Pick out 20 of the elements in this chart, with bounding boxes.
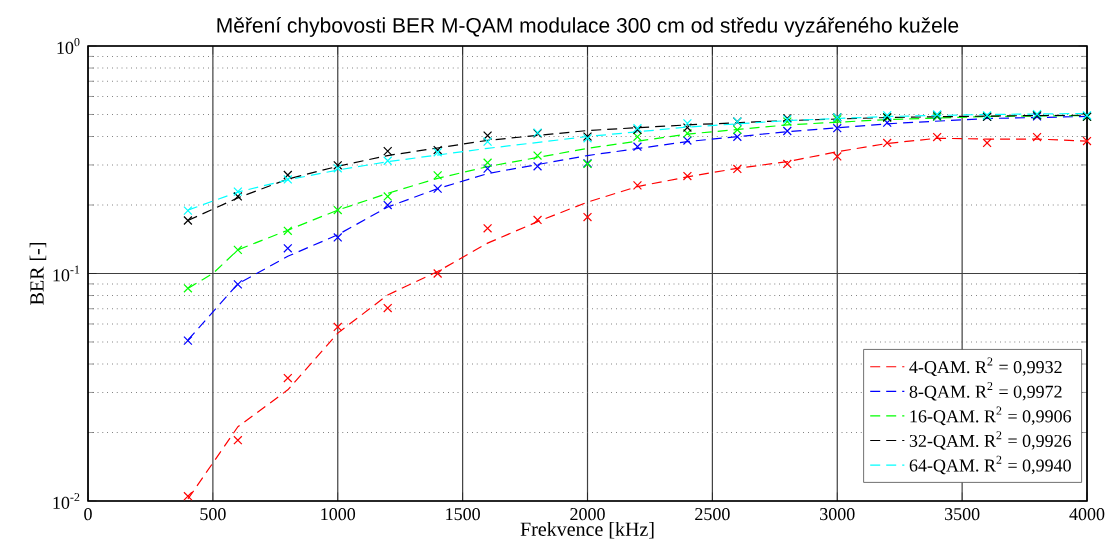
x-tick-label: 4000	[1069, 508, 1105, 521]
x-axis-title: Frekvence [kHz]	[520, 521, 654, 539]
x-tick-label: 3000	[820, 508, 855, 521]
legend-label: 64-QAM. R$^{2}$ = 0,9940	[909, 455, 1071, 475]
y-tick-label: 10$^{-2}$	[53, 493, 80, 509]
legend-label: 32-QAM. R$^{2}$ = 0,9926	[909, 431, 1072, 450]
x-tick-label: 0	[84, 508, 92, 521]
x-tick-label: 500	[200, 508, 226, 521]
x-tick-label: 2000	[570, 508, 605, 521]
legend-label: 4-QAM. R$^{2}$ = 0,9932	[909, 357, 1062, 376]
x-tick-label: 1000	[321, 508, 356, 521]
chart-title: Měření chybovosti BER M-QAM modulace 300 cm od středu vyzářeného kužele	[217, 17, 959, 37]
x-tick-label: 1500	[446, 508, 480, 521]
legend-label: 8-QAM. R$^{2}$ = 0,9972	[909, 382, 1062, 401]
y-tick-label: 10$^{-1}$	[53, 265, 80, 282]
y-tick-label: 10$^{0}$	[57, 38, 80, 54]
legend-label: 16-QAM. R$^{2}$ = 0,9906	[910, 406, 1072, 426]
x-tick-label: 3500	[944, 508, 980, 521]
y-axis-title: BER [-]	[29, 243, 47, 305]
x-tick-label: 2500	[695, 508, 730, 521]
